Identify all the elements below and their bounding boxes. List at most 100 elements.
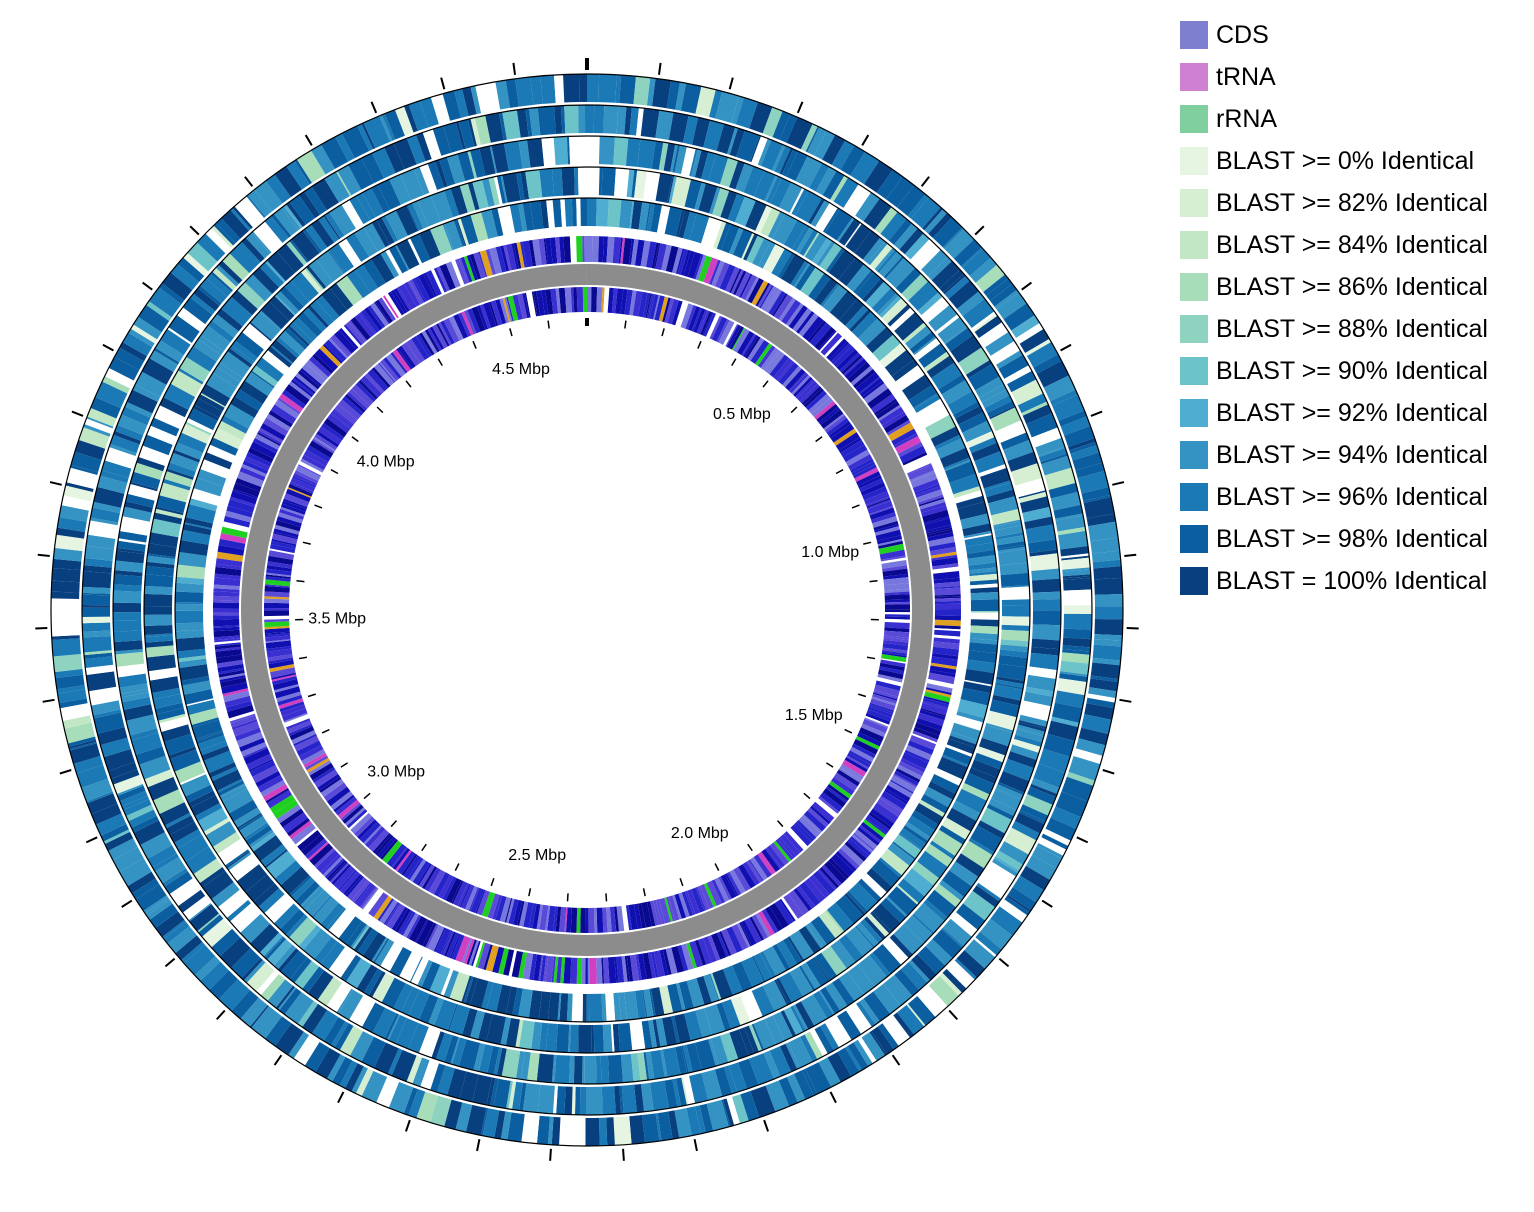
scale-tick-label: 4.0 Mbp [357,454,415,471]
cds-feature [236,731,264,748]
blast-segment [914,803,944,825]
blast-segment [1029,549,1058,557]
blast-segment [652,1019,661,1048]
cds-feature [934,609,962,616]
blast-segment [783,220,806,250]
blast-segment [968,562,997,571]
blast-segment [893,223,918,250]
blast-segment [93,486,125,508]
cds-feature [740,274,757,301]
blast-segment [832,978,855,1007]
blast-segment [579,73,587,103]
blast-segment [740,1091,760,1122]
blast-segment [675,209,685,238]
cds-feature [757,283,773,308]
blast-segment [1062,567,1091,572]
blast-segment [810,200,830,227]
cds-feature [539,955,547,982]
outer-tick [1090,410,1103,417]
blast-segment [200,961,229,991]
cds-feature [487,893,500,919]
blast-segment [289,957,312,983]
blast-segment [180,774,211,797]
cds-feature [461,937,473,964]
cds-feature [934,625,961,630]
blast-segment [245,232,271,259]
blast-segment [774,145,791,174]
blast-segment [217,420,246,441]
cds-feature [213,595,240,601]
blast-segment [942,273,966,295]
outer-tick [476,1138,481,1152]
cds-feature [830,343,852,365]
blast-segment [1058,530,1088,550]
cds-feature [646,293,654,319]
cds-feature [628,238,635,265]
cds-feature [449,933,461,959]
cds-feature [934,597,961,602]
blast-segment [212,267,237,291]
blast-segment [198,914,224,937]
blast-segment [557,993,562,1022]
blast-segment [873,983,901,1014]
cds-feature [881,560,907,569]
blast-segment [114,570,143,577]
blast-segment [547,1116,554,1145]
blast-segment [983,480,1012,491]
blast-segment [129,728,159,741]
cds-feature [931,556,959,567]
blast-segment [1093,639,1123,647]
cds-feature [215,648,242,658]
blast-segment [271,339,298,363]
blast-segment [996,663,1027,681]
cds-feature [453,881,468,906]
blast-segment [944,228,975,259]
blast-segment [384,109,405,140]
blast-segment [174,761,206,784]
blast-segment [339,1025,363,1056]
cds-feature [563,236,572,263]
blast-segment [978,464,1007,477]
blast-segment [211,313,239,338]
cds-feature [545,955,554,983]
cds-feature [461,311,474,336]
blast-segment [148,287,182,318]
blast-segment [578,105,586,134]
blast-segment [353,926,373,952]
blast-segment [583,136,587,165]
blast-segment [1050,806,1082,830]
blast-segment [587,198,597,227]
blast-segment [1000,432,1030,450]
blast-segment [674,1013,691,1044]
blast-segment [566,136,571,165]
blast-segment [1063,589,1092,606]
blast-segment [1036,843,1064,859]
blast-segment [643,988,654,1018]
cds-feature [831,777,855,796]
blast-segment [140,832,172,859]
cds-feature [609,906,617,933]
blast-segment [862,278,885,303]
cds-feature [872,692,898,701]
blast-segment [219,937,251,969]
cds-feature [409,859,427,882]
blast-segment [1084,703,1114,720]
cds-feature [268,410,293,428]
cds-feature [512,294,523,321]
blast-segment [722,965,743,996]
blast-segment [119,790,148,807]
cds-feature [881,557,907,564]
blast-segment [149,676,180,694]
blast-segment [222,253,250,281]
cds-feature [531,291,538,317]
cds-feature [459,883,471,908]
blast-segment [258,888,285,914]
cds-feature [851,834,874,853]
cds-feature [924,691,951,703]
blast-segment [744,1025,759,1054]
blast-segment [772,1011,793,1041]
blast-segment [601,993,607,1022]
blast-ring-border [50,73,1124,1147]
blast-segment [750,135,762,163]
blast-segment [440,968,454,997]
